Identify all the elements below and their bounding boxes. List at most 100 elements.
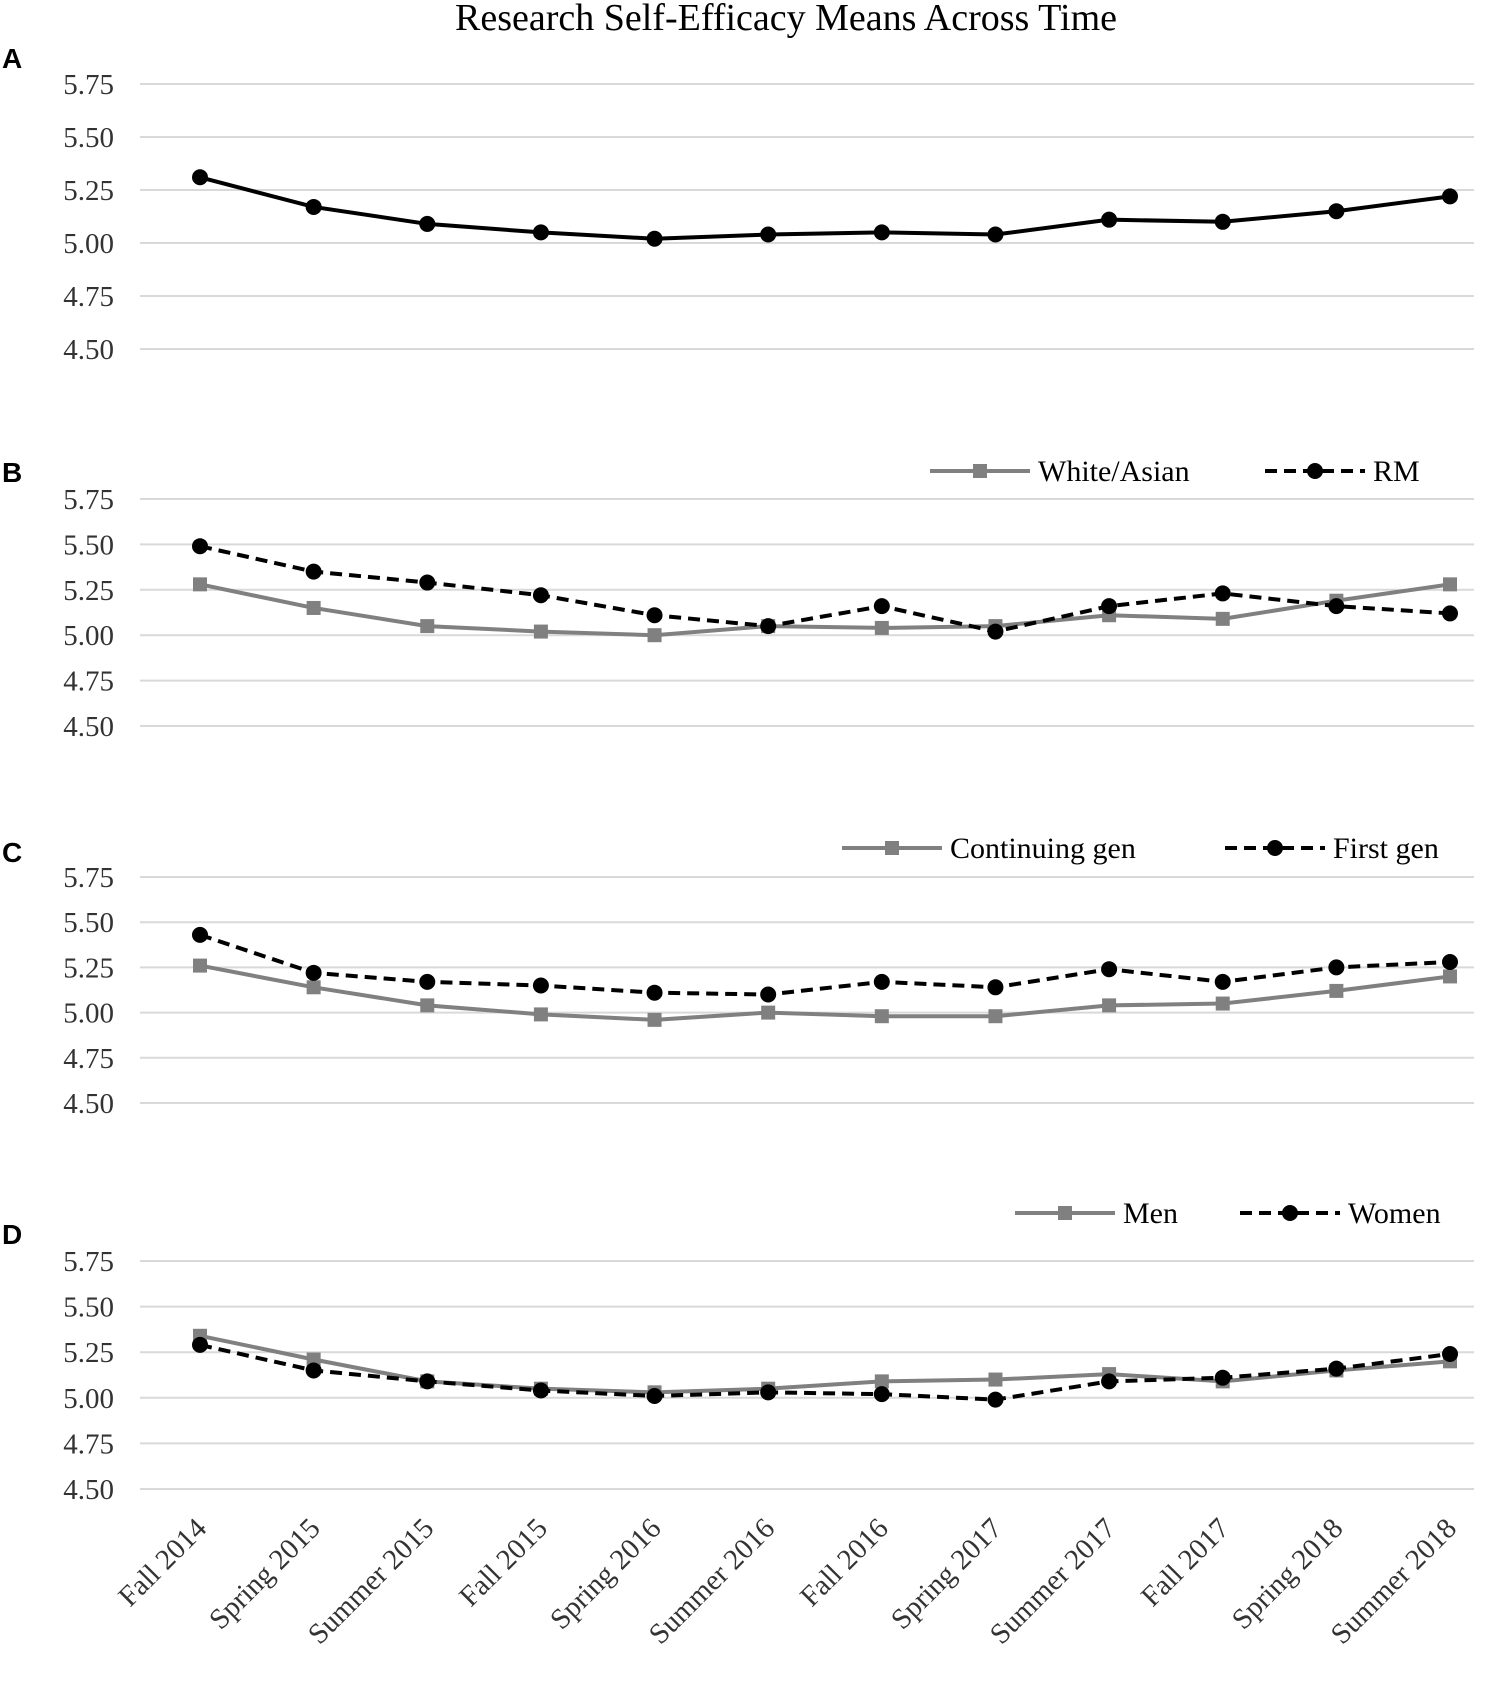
data-point <box>646 607 663 624</box>
data-point <box>1328 598 1345 615</box>
data-point <box>1101 961 1118 978</box>
data-point <box>532 1382 549 1399</box>
data-point <box>306 600 321 615</box>
data-point <box>192 926 208 943</box>
data-point <box>647 1012 662 1027</box>
data-point <box>1214 585 1231 602</box>
data-point <box>760 226 777 243</box>
panel-letter: C <box>2 837 22 868</box>
data-point <box>1328 959 1345 976</box>
y-tick-label: 5.00 <box>63 620 114 652</box>
data-point <box>1442 188 1458 205</box>
y-tick-label: 4.50 <box>63 1088 114 1120</box>
data-point <box>1215 611 1230 626</box>
data-point <box>419 973 436 990</box>
legend-entry: Continuing gen <box>950 832 1136 865</box>
data-point <box>987 226 1004 243</box>
data-point <box>419 1373 436 1390</box>
series-overall <box>192 169 1458 247</box>
data-point <box>1101 211 1118 228</box>
data-point <box>419 574 436 591</box>
series-white-asian <box>193 577 1457 643</box>
y-tick-label: 5.00 <box>63 1383 114 1415</box>
y-tick-label: 5.50 <box>63 529 114 561</box>
data-point <box>1101 598 1118 615</box>
data-point <box>987 1391 1004 1408</box>
panel-letter: D <box>2 1219 22 1250</box>
data-point <box>192 538 208 555</box>
panel-c: C 5.75 5.50 5.25 5.00 4.75 4.50 Continuing gen F… <box>2 832 1474 1120</box>
data-point <box>988 1372 1003 1387</box>
data-point <box>646 230 663 247</box>
y-tick-label: 5.75 <box>63 862 114 894</box>
data-point <box>193 958 207 973</box>
series-first-gen <box>192 926 1458 1003</box>
y-tick-label: 5.75 <box>63 1246 114 1278</box>
data-point <box>1101 1373 1118 1390</box>
y-tick-label: 5.25 <box>63 952 114 984</box>
data-point <box>1214 1369 1231 1386</box>
x-tick-label: Spring 2015 <box>203 1512 326 1635</box>
x-tick-label: Fall 2016 <box>794 1512 895 1613</box>
data-point <box>306 1352 321 1367</box>
data-point <box>760 1384 777 1401</box>
y-tick-label: 4.75 <box>63 1428 114 1460</box>
data-point <box>646 984 663 1001</box>
panel-d: D 5.75 5.50 5.25 5.00 4.75 4.50 Men Women <box>2 1197 1474 1506</box>
legend-marker <box>1282 1205 1298 1221</box>
data-point <box>533 1007 548 1022</box>
y-tick-label: 4.75 <box>63 1043 114 1075</box>
data-point <box>305 1362 322 1379</box>
data-point <box>873 973 890 990</box>
data-point <box>1328 203 1345 220</box>
data-point <box>533 624 548 639</box>
data-point <box>305 964 322 981</box>
y-tick-label: 4.50 <box>63 334 114 366</box>
data-point <box>761 1005 776 1020</box>
data-point <box>192 169 208 186</box>
series-line <box>199 544 1451 634</box>
y-tick-label: 5.50 <box>63 122 114 154</box>
y-tick-label: 5.25 <box>63 1337 114 1369</box>
y-tick-label: 5.50 <box>63 907 114 939</box>
series-line <box>199 175 1451 241</box>
data-point <box>873 1386 890 1403</box>
y-tick-label: 5.75 <box>63 69 114 101</box>
data-point <box>1443 969 1457 984</box>
data-point <box>305 563 322 580</box>
data-point <box>1215 996 1230 1011</box>
panel-letter: A <box>2 43 22 74</box>
data-point <box>874 1009 889 1024</box>
data-point <box>987 623 1004 640</box>
chart-title: Research Self-Efficacy Means Across Time <box>455 0 1117 39</box>
chart-panels: A 5.75 5.50 5.25 5.00 4.75 4.50 B 5.75 5.50 5.25 5.… <box>2 43 1474 1506</box>
data-point <box>873 224 890 241</box>
panel-a: A 5.75 5.50 5.25 5.00 4.75 4.50 <box>2 43 1474 366</box>
series-line <box>199 582 1451 638</box>
y-tick-label: 5.25 <box>63 175 114 207</box>
legend: Men Women <box>1015 1197 1441 1230</box>
y-tick-label: 5.75 <box>63 484 114 516</box>
data-point <box>1442 1346 1458 1363</box>
legend: White/Asian RM <box>930 455 1420 488</box>
y-tick-label: 4.75 <box>63 281 114 313</box>
legend-entry: First gen <box>1333 832 1439 865</box>
series-women <box>192 1336 1458 1408</box>
legend-marker <box>885 841 899 855</box>
y-tick-label: 5.50 <box>63 1292 114 1324</box>
panel-letter: B <box>2 457 22 488</box>
legend-marker <box>973 464 987 478</box>
data-point <box>193 577 207 592</box>
x-tick-label: Spring 2017 <box>885 1512 1008 1635</box>
x-tick-label: Fall 2014 <box>112 1512 213 1613</box>
data-point <box>532 587 549 604</box>
data-point <box>647 628 662 643</box>
legend-marker <box>1058 1206 1072 1220</box>
legend-entry: Men <box>1123 1197 1178 1230</box>
data-point <box>532 224 549 241</box>
data-point <box>646 1387 663 1404</box>
y-tick-label: 5.25 <box>63 575 114 607</box>
data-point <box>1214 973 1231 990</box>
series-line <box>199 932 1451 997</box>
data-point <box>1214 213 1231 230</box>
